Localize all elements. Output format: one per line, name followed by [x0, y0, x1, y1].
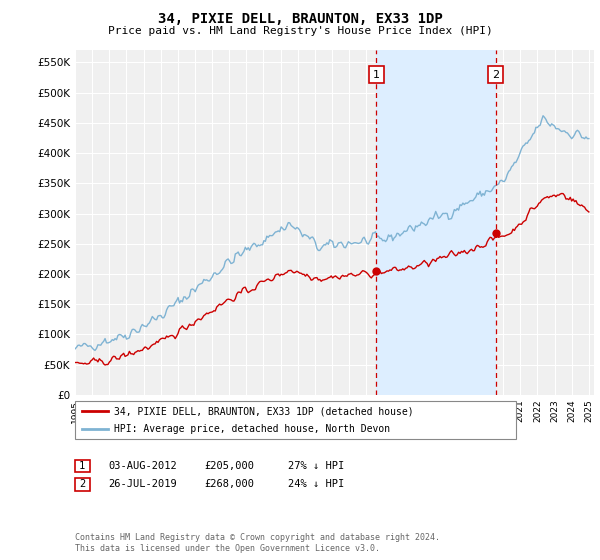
Text: HPI: Average price, detached house, North Devon: HPI: Average price, detached house, Nort…	[114, 424, 390, 434]
Text: £205,000: £205,000	[204, 461, 254, 471]
Text: 26-JUL-2019: 26-JUL-2019	[108, 479, 177, 489]
Text: 1: 1	[373, 69, 380, 80]
Text: 34, PIXIE DELL, BRAUNTON, EX33 1DP (detached house): 34, PIXIE DELL, BRAUNTON, EX33 1DP (deta…	[114, 406, 413, 416]
Text: £268,000: £268,000	[204, 479, 254, 489]
Bar	[376, 50, 496, 395]
Text: 03-AUG-2012: 03-AUG-2012	[108, 461, 177, 471]
Text: 24% ↓ HPI: 24% ↓ HPI	[288, 479, 344, 489]
Text: 1: 1	[79, 461, 85, 471]
Text: 27% ↓ HPI: 27% ↓ HPI	[288, 461, 344, 471]
Text: 2: 2	[79, 479, 85, 489]
Text: 34, PIXIE DELL, BRAUNTON, EX33 1DP: 34, PIXIE DELL, BRAUNTON, EX33 1DP	[158, 12, 442, 26]
Text: Price paid vs. HM Land Registry's House Price Index (HPI): Price paid vs. HM Land Registry's House …	[107, 26, 493, 36]
Text: 2: 2	[492, 69, 499, 80]
Text: Contains HM Land Registry data © Crown copyright and database right 2024.
This d: Contains HM Land Registry data © Crown c…	[75, 533, 440, 553]
